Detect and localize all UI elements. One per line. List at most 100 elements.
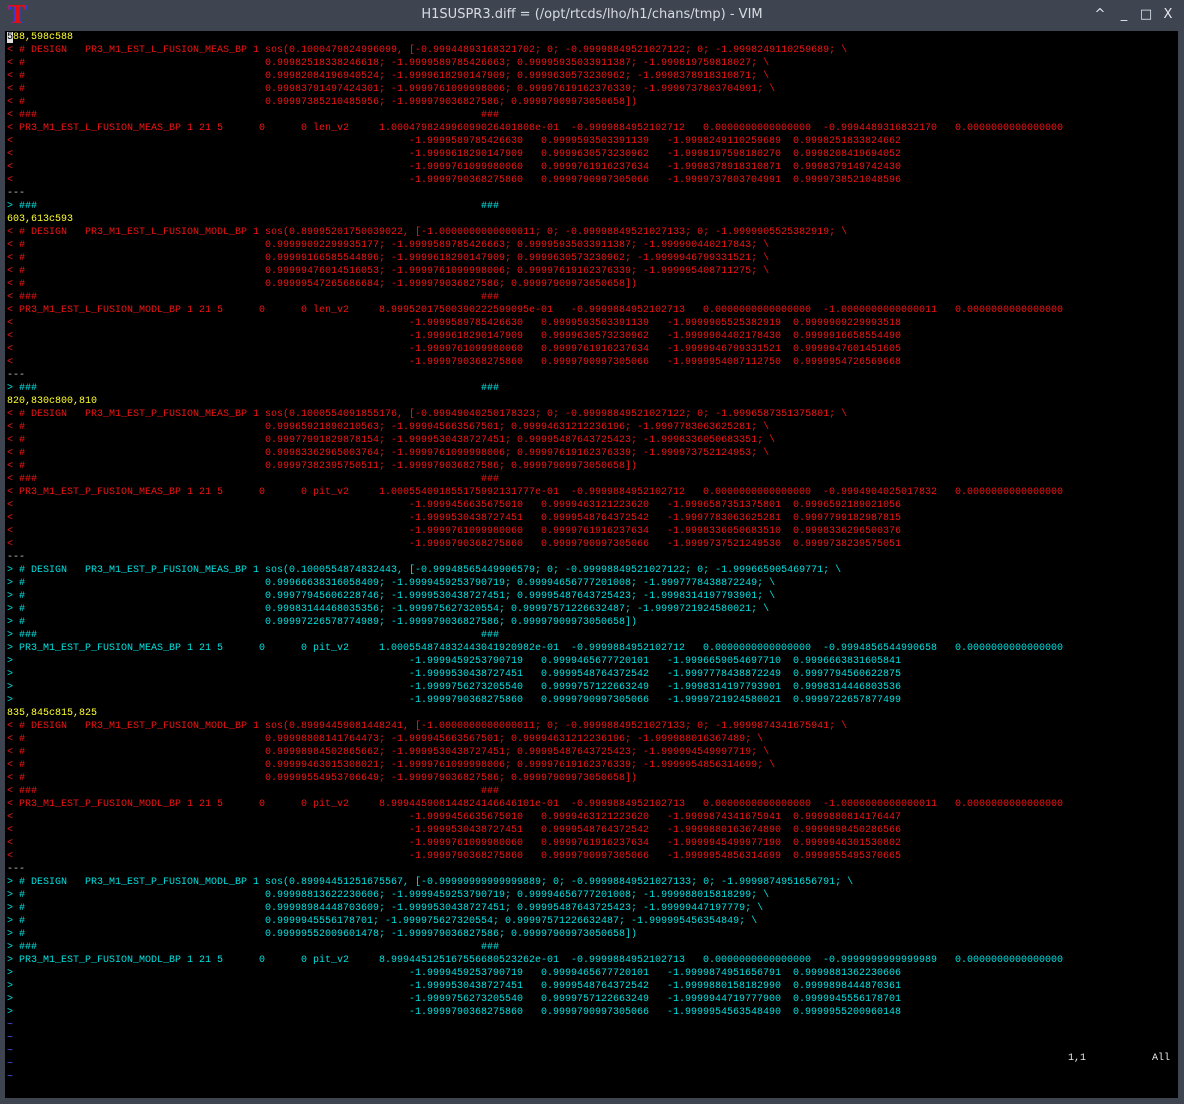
maximize-button[interactable]: □ (1139, 7, 1153, 22)
diff-line-sos: < #0.99999092299935177; -1.99995897854266… (5, 239, 1178, 252)
matrix-value: -1.9996659054697710 (667, 656, 782, 667)
matrix-value: 0.9999881362230606 (793, 968, 902, 979)
diff-line-matrix-row: < -1.9999761099980060 0.9999761916237634 -1… (5, 525, 1178, 538)
tilde-marker: ~ (7, 1020, 14, 1031)
diff-marker: < (7, 461, 14, 472)
design-label: # DESIGN (19, 877, 68, 888)
diff-marker: < (7, 825, 14, 836)
matrix-field: pit_v2 (313, 487, 350, 498)
matrix-value: 0.9999593503391139 (541, 136, 650, 147)
matrix-value: -1.9999790368275860 (409, 851, 524, 862)
matrix-field: 21 (199, 487, 212, 498)
matrix-value: -0.9999884952102713 (571, 955, 686, 966)
matrix-value: -1.9999790368275860 (409, 695, 524, 706)
vim-editor[interactable]: 588,598c588 < # DESIGN PR3_M1_EST_L_FUSION_… (5, 31, 1178, 1098)
matrix-value: -1.9998336050683510 (667, 526, 782, 537)
matrix-value: 0.0000000000000000 (955, 487, 1064, 498)
matrix-value: 0.9999757122663249 (541, 682, 650, 693)
diff-marker: < (7, 357, 14, 368)
sos-expression: 0.99997385210485956; -1.999979036827586;… (265, 97, 638, 108)
matrix-value: 0.9999955495370665 (793, 851, 902, 862)
comment-marker: # (19, 890, 26, 901)
matrix-value: 0.9999790997305066 (541, 357, 650, 368)
diff-line-matrix-row: < -1.9999790368275860 0.9999790997305066 -1… (5, 850, 1178, 863)
xterm-icon[interactable]: T (8, 0, 26, 29)
diff-line-matrix: < PR3_M1_EST_L_FUSION_MODL_BP 1 21 5 0 0 len_v2… (5, 304, 1178, 317)
diff-marker: > (7, 201, 14, 212)
diff-marker: < (7, 292, 14, 303)
matrix-field: 0 (301, 123, 308, 134)
matrix-value: -1.9999459253790719 (409, 656, 524, 667)
matrix-value: 0.9999757122663249 (541, 994, 650, 1005)
matrix-value: 0.0000000000000000 (955, 123, 1064, 134)
design-label: # DESIGN (19, 721, 68, 732)
diff-line-matrix-row: < -1.9999790368275860 0.9999790997305066 -1… (5, 356, 1178, 369)
matrix-value: 0.9998251833824662 (793, 136, 902, 147)
matrix-value: -1.9998314197793901 (667, 682, 782, 693)
sos-expression: 0.9999945556178701; -1.999975627320554; … (265, 916, 758, 927)
matrix-value: -0.9999884952102713 (571, 799, 686, 810)
diff-marker: < (7, 513, 14, 524)
separator-text: --- (7, 552, 26, 563)
matrix-value: 1.000554091855175992131777e-01 (379, 487, 560, 498)
diff-line-matrix-row: > -1.9999756273205540 0.9999757122663249 -1… (5, 681, 1178, 694)
matrix-field: 5 (217, 799, 224, 810)
matrix-value: -1.9999880163674890 (667, 825, 782, 836)
diff-marker: > (7, 682, 14, 693)
diff-line-hash: < ### ### (5, 109, 1178, 122)
hash-marker: ### (481, 942, 500, 953)
diff-marker: < (7, 45, 14, 56)
diff-line-sos: < #0.99982518338246618; -1.99995897854266… (5, 57, 1178, 70)
matrix-field: 0 (301, 643, 308, 654)
comment-marker: # (19, 929, 26, 940)
matrix-value: 0.0000000000000000 (703, 643, 812, 654)
matrix-value: -1.9999790368275860 (409, 539, 524, 550)
diff-marker: < (7, 162, 14, 173)
diff-line-matrix: > PR3_M1_EST_P_FUSION_MODL_BP 1 21 5 0 0 pit_v2… (5, 954, 1178, 967)
matrix-field: 0 (301, 487, 308, 498)
cursor-position: 1,1 (1068, 1053, 1087, 1064)
diff-marker: < (7, 240, 14, 251)
diff-line-matrix: < PR3_M1_EST_L_FUSION_MEAS_BP 1 21 5 0 0 len_v2… (5, 122, 1178, 135)
diff-line-matrix-row: > -1.9999530438727451 0.9999548764372542 -1… (5, 980, 1178, 993)
diff-line-matrix-row: < -1.9999790368275860 0.9999790997305066 -1… (5, 174, 1178, 187)
hash-marker: ### (19, 786, 38, 797)
sos-expression: 0.99982084196940524; -1.9999618290147909… (265, 71, 770, 82)
filter-name: PR3_M1_EST_L_FUSION_MEAS_BP (85, 45, 248, 56)
matrix-value: -1.9999618290147909 (409, 149, 524, 160)
diff-line-hash: > ### ### (5, 941, 1178, 954)
matrix-field: 21 (199, 123, 212, 134)
sos-expression: 0.99997382395750511; -1.999979036827586;… (265, 461, 638, 472)
matrix-value: 0.9996663831605841 (793, 656, 902, 667)
matrix-field: pit_v2 (313, 643, 350, 654)
diff-separator: --- (5, 187, 1178, 200)
matrix-value: 0.9999593503391139 (541, 318, 650, 329)
matrix-field: pit_v2 (313, 955, 350, 966)
minimize-button[interactable]: _ (1120, 7, 1128, 22)
diff-line-sos: < #0.99997385210485956; -1.99997903682758… (5, 96, 1178, 109)
matrix-value: 0.9999465677720101 (541, 968, 650, 979)
diff-separator: --- (5, 551, 1178, 564)
diff-line-sos: < # DESIGN PR3_M1_EST_L_FUSION_MEAS_BP 1 sos… (5, 44, 1178, 57)
matrix-field: 21 (199, 305, 212, 316)
sos-expression: 0.99999476014516053; -1.9999761099998006… (265, 266, 770, 277)
hash-marker: ### (19, 942, 38, 953)
diff-marker: < (7, 448, 14, 459)
matrix-field: 5 (217, 123, 224, 134)
keep-above-button[interactable]: ^ (1094, 7, 1106, 22)
matrix-value: 1.000554874832443041920982e-01 (379, 643, 560, 654)
matrix-value: -1.9999737521249530 (667, 539, 782, 550)
diff-marker: < (7, 253, 14, 264)
diff-marker: > (7, 630, 14, 641)
title-bar: T H1SUSPR3.diff = (/opt/rtcds/lho/h1/cha… (0, 0, 1184, 31)
close-button[interactable]: X (1163, 7, 1173, 22)
diff-marker: > (7, 929, 14, 940)
filter-order: 1 (253, 877, 260, 888)
diff-line-hash: > ### ### (5, 629, 1178, 642)
hash-marker: ### (481, 474, 500, 485)
matrix-value: 0.9999463121223620 (541, 500, 650, 511)
hash-marker: ### (481, 110, 500, 121)
matrix-value: -1.9999530438727451 (409, 981, 524, 992)
hunk-range: 820,830c800,810 (7, 396, 98, 407)
diff-marker: < (7, 539, 14, 550)
